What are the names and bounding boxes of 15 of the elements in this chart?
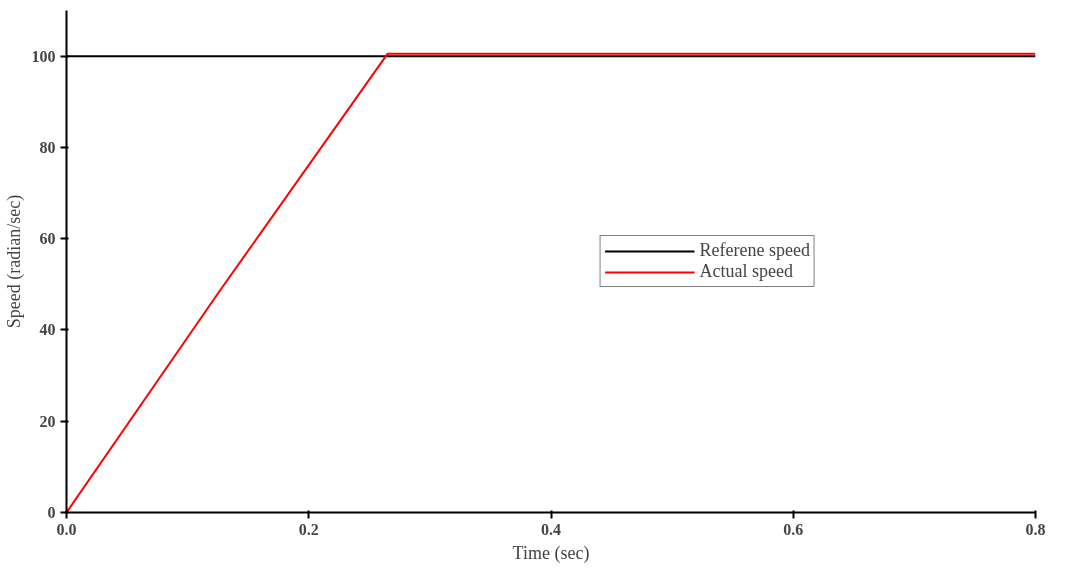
y-tick-label: 60 bbox=[39, 230, 56, 248]
x-axis-title: Time (sec) bbox=[512, 542, 590, 564]
x-tick-label: 0.4 bbox=[541, 520, 561, 538]
y-tick-label: 80 bbox=[39, 138, 56, 156]
legend-label: Referene speed bbox=[699, 240, 810, 261]
y-tick-label: 40 bbox=[39, 321, 56, 339]
x-tick-label: 0.6 bbox=[783, 520, 804, 538]
x-tick-label: 0.8 bbox=[1025, 520, 1046, 538]
y-tick-label: 20 bbox=[39, 412, 56, 430]
y-tick-label: 0 bbox=[47, 504, 56, 521]
y-tick-label: 100 bbox=[31, 47, 56, 65]
x-tick-label: 0.0 bbox=[56, 520, 77, 538]
x-tick-label: 0.2 bbox=[298, 520, 319, 538]
y-axis-title: Speed (radian/sec) bbox=[3, 194, 25, 329]
legend-label: Actual speed bbox=[699, 261, 794, 282]
